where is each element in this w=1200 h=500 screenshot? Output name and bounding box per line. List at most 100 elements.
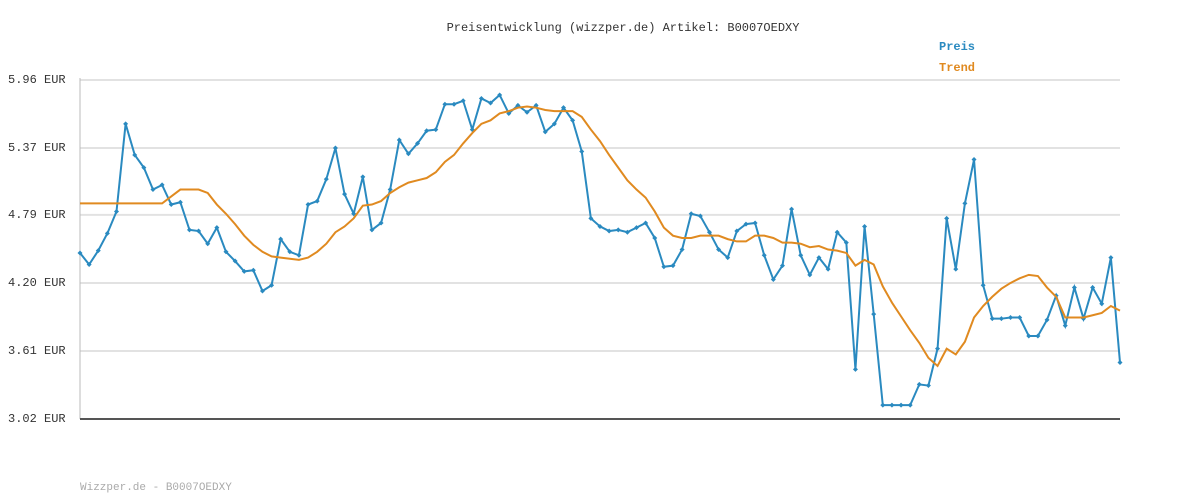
point-marker bbox=[779, 263, 785, 269]
point-marker bbox=[223, 249, 229, 255]
point-marker bbox=[524, 109, 530, 115]
point-marker bbox=[1099, 301, 1105, 307]
point-marker bbox=[369, 227, 375, 233]
point-marker bbox=[186, 227, 192, 233]
point-marker bbox=[597, 223, 603, 229]
point-marker bbox=[561, 105, 567, 111]
point-marker bbox=[123, 121, 129, 127]
point-marker bbox=[998, 316, 1004, 322]
point-marker bbox=[679, 247, 685, 252]
legend-entry: Preis bbox=[939, 40, 975, 54]
chart-title: Preisentwicklung (wizzper.de) Artikel: B… bbox=[447, 21, 800, 35]
point-marker bbox=[168, 202, 174, 208]
point-marker bbox=[387, 187, 393, 193]
point-marker bbox=[269, 282, 275, 288]
point-marker bbox=[643, 220, 649, 226]
point-marker bbox=[925, 383, 931, 389]
point-marker bbox=[1026, 333, 1032, 339]
point-marker bbox=[1090, 285, 1096, 291]
point-marker bbox=[1008, 315, 1014, 321]
point-marker bbox=[551, 121, 557, 127]
point-marker bbox=[332, 145, 338, 151]
point-marker bbox=[1035, 333, 1041, 339]
point-marker bbox=[305, 202, 311, 208]
point-marker bbox=[880, 402, 886, 408]
point-marker bbox=[688, 211, 694, 217]
point-marker bbox=[1062, 323, 1068, 329]
point-marker bbox=[415, 140, 421, 146]
point-marker bbox=[205, 241, 211, 247]
point-marker bbox=[743, 221, 749, 227]
point-marker bbox=[141, 165, 147, 171]
point-marker bbox=[588, 215, 594, 221]
point-marker bbox=[798, 252, 804, 258]
y-tick-label: 5.37 EUR bbox=[8, 141, 66, 155]
point-marker bbox=[898, 402, 904, 408]
point-marker bbox=[451, 101, 457, 107]
point-marker bbox=[405, 151, 411, 157]
point-marker bbox=[159, 182, 165, 188]
point-marker bbox=[633, 225, 639, 231]
point-marker bbox=[935, 346, 941, 352]
point-marker bbox=[1117, 360, 1123, 365]
point-marker bbox=[1044, 317, 1050, 323]
point-marker bbox=[177, 199, 183, 205]
point-marker bbox=[232, 258, 238, 264]
point-marker bbox=[278, 236, 284, 242]
point-marker bbox=[670, 263, 676, 269]
point-marker bbox=[460, 98, 466, 104]
point-marker bbox=[624, 229, 630, 235]
series-line bbox=[80, 105, 1121, 368]
point-marker bbox=[807, 272, 813, 278]
point-marker bbox=[287, 249, 293, 255]
point-marker bbox=[761, 252, 767, 258]
point-marker bbox=[424, 128, 430, 134]
y-tick-label: 3.61 EUR bbox=[8, 344, 66, 358]
point-marker bbox=[132, 152, 138, 158]
point-marker bbox=[86, 261, 92, 267]
point-marker bbox=[816, 255, 822, 261]
point-marker bbox=[962, 200, 968, 206]
point-marker bbox=[150, 187, 156, 193]
point-marker bbox=[734, 228, 740, 234]
point-marker bbox=[323, 176, 329, 182]
point-marker bbox=[342, 191, 348, 197]
point-marker bbox=[259, 288, 265, 294]
point-marker bbox=[579, 148, 585, 154]
point-marker bbox=[296, 252, 302, 258]
point-marker bbox=[852, 366, 858, 372]
point-marker bbox=[953, 266, 959, 272]
point-marker bbox=[770, 276, 776, 282]
point-marker bbox=[716, 247, 722, 252]
point-marker bbox=[907, 402, 913, 408]
point-marker bbox=[1108, 255, 1114, 261]
legend-entry: Trend bbox=[939, 61, 975, 75]
point-marker bbox=[314, 198, 320, 204]
point-marker bbox=[971, 157, 977, 163]
point-marker bbox=[834, 229, 840, 235]
point-marker bbox=[95, 248, 101, 254]
point-marker bbox=[433, 127, 439, 133]
point-marker bbox=[871, 311, 877, 317]
point-marker bbox=[113, 208, 119, 214]
point-marker bbox=[615, 227, 621, 233]
point-marker bbox=[752, 220, 758, 226]
point-marker bbox=[478, 95, 484, 101]
point-marker bbox=[706, 229, 712, 235]
point-marker bbox=[378, 220, 384, 226]
point-marker bbox=[1071, 285, 1077, 291]
point-marker bbox=[396, 137, 402, 143]
point-marker bbox=[77, 250, 83, 256]
point-marker bbox=[652, 235, 658, 241]
point-marker bbox=[697, 213, 703, 219]
point-marker bbox=[989, 316, 995, 322]
point-marker bbox=[497, 92, 503, 98]
point-marker bbox=[196, 228, 202, 234]
point-marker bbox=[241, 268, 247, 274]
point-marker bbox=[542, 129, 548, 135]
point-marker bbox=[944, 215, 950, 221]
point-marker bbox=[889, 402, 895, 408]
point-marker bbox=[250, 267, 256, 273]
